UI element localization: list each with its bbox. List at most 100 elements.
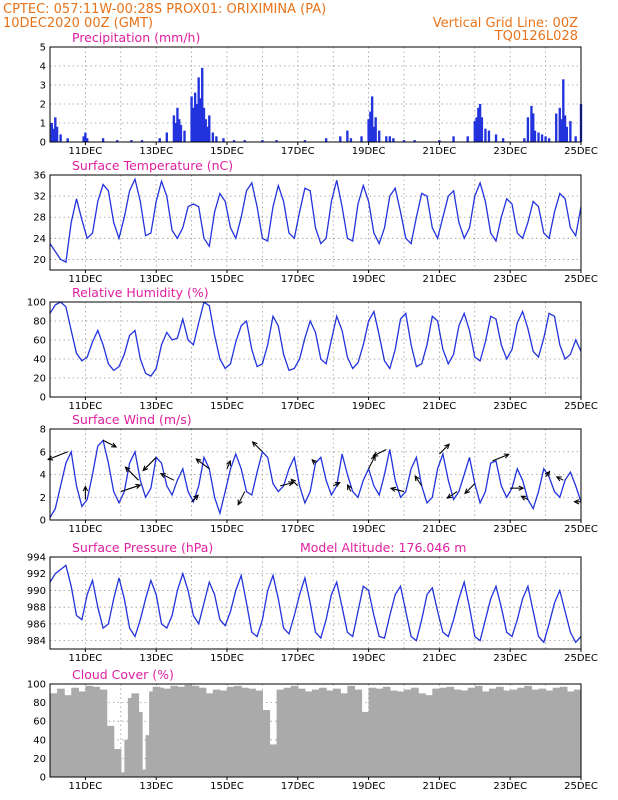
header-grid-note: Vertical Grid Line: 00Z: [433, 16, 578, 31]
cloud-bar: [212, 689, 221, 777]
precip-bar: [183, 130, 186, 142]
wind-vector-shaft: [390, 487, 405, 493]
wind-vector-head: [111, 442, 118, 448]
cloud-bar: [467, 687, 476, 777]
precip-bar: [374, 117, 377, 142]
precip-bar: [215, 136, 218, 142]
y-tick-label: 20: [33, 255, 46, 266]
cloud-bar: [382, 686, 391, 777]
plot-frame: [49, 174, 582, 271]
wind-vector-head: [347, 483, 352, 491]
y-tick-label: 992: [27, 569, 46, 580]
precip-bar: [130, 140, 133, 142]
precip-bar: [547, 138, 551, 142]
cloud-bar: [234, 685, 242, 777]
cloud-bar: [453, 689, 462, 777]
cloud-bar: [368, 687, 377, 777]
wind-vector: [251, 441, 263, 453]
wind-vector-shaft: [47, 451, 68, 461]
cloud-bar: [531, 689, 540, 777]
cloud-bar: [488, 688, 497, 777]
wind-vector: [142, 457, 157, 472]
cloud-bar: [411, 687, 419, 777]
x-tick-label: 17DEC: [281, 401, 315, 412]
precip-bar: [369, 111, 372, 142]
humidity-series-line: [50, 302, 581, 377]
precip-bar: [560, 119, 563, 142]
precip-bar: [385, 136, 388, 142]
x-tick-label: 21DEC: [423, 781, 457, 792]
wind-vector: [368, 454, 376, 470]
precip-bar: [413, 140, 416, 142]
wind-vector-shaft: [160, 473, 175, 481]
wind-vector-shaft: [102, 439, 117, 448]
header-model: TQ0126L028: [494, 29, 578, 44]
precip-bar: [339, 136, 342, 142]
x-tick-label: 21DEC: [423, 524, 457, 535]
precip-bar: [101, 138, 105, 142]
wind-vector-shaft: [226, 460, 231, 470]
wind-vector-shaft: [191, 494, 199, 503]
precip-bar: [388, 136, 392, 142]
precip-bar: [349, 138, 353, 142]
precip-bar: [324, 138, 328, 142]
precip-bar: [530, 105, 533, 142]
cloud-bar: [50, 693, 58, 777]
cloud-bar: [538, 688, 547, 777]
y-tick-label: 990: [27, 586, 46, 597]
precip-bar: [116, 140, 119, 142]
y-tick-label: 988: [27, 603, 46, 614]
wind-vector-head: [372, 451, 379, 457]
y-tick-label: 0: [40, 138, 46, 149]
x-tick-label: 23DEC: [493, 401, 527, 412]
wind-vector: [332, 482, 341, 487]
wind-vector-head: [251, 441, 258, 447]
precip-bar: [179, 124, 183, 142]
x-tick-label: 19DEC: [352, 274, 386, 285]
cloud-bar: [262, 710, 271, 777]
precip-bar: [392, 138, 395, 142]
x-tick-label: 23DEC: [493, 653, 527, 664]
x-tick-label: 13DEC: [139, 524, 173, 535]
y-tick-label: 994: [27, 553, 46, 564]
humidity-panel: 0 20 40 60 80 100 11DEC 13DEC 15DEC 17DEC 19DEC 21D…: [27, 285, 598, 412]
cloud-bar: [184, 684, 193, 777]
model-altitude-annotation: Model Altitude: 176.046 m: [300, 540, 466, 555]
wind-vector-shaft: [120, 484, 141, 493]
cloud-bar: [439, 687, 448, 777]
plot-frame: [49, 683, 582, 778]
wind-vector: [492, 453, 510, 462]
y-tick-label: 986: [27, 619, 46, 630]
cloud-bar: [326, 690, 334, 777]
precip-bar: [544, 136, 547, 142]
x-tick-label: 13DEC: [139, 781, 173, 792]
wind-vector-shaft: [439, 443, 450, 455]
y-tick-label: 2: [40, 493, 46, 504]
cloud-bar: [510, 689, 518, 777]
wind-vector: [82, 485, 89, 500]
precip-bar: [378, 130, 381, 142]
cloud-bar: [404, 689, 412, 777]
wind-vector-head: [414, 475, 420, 482]
cloud-bar: [138, 769, 147, 777]
cloud-bar: [559, 686, 568, 777]
cloud-title: Cloud Cover (%): [72, 667, 174, 682]
wind-vector-shaft: [464, 483, 476, 494]
cloud-bar: [319, 687, 327, 777]
cloud-bar: [269, 744, 278, 777]
cloud-bar: [134, 711, 143, 777]
wind-vector-head: [518, 485, 525, 491]
cloud-bar: [573, 689, 581, 777]
wind-vector-head: [159, 473, 166, 478]
wind-vector: [389, 486, 405, 493]
wind-vector: [372, 448, 387, 457]
x-tick-label: 23DEC: [493, 781, 527, 792]
precip-bar: [208, 115, 211, 142]
cloud-bar: [517, 687, 525, 777]
cloud-bar: [524, 685, 533, 777]
header-date: 10DEC2020 00Z (GMT): [3, 16, 153, 31]
cloud-bar: [57, 688, 65, 777]
wind-vector-head: [446, 493, 453, 499]
precip-title: Precipitation (mm/h): [72, 30, 200, 45]
wind-title: Surface Wind (m/s): [72, 412, 192, 427]
